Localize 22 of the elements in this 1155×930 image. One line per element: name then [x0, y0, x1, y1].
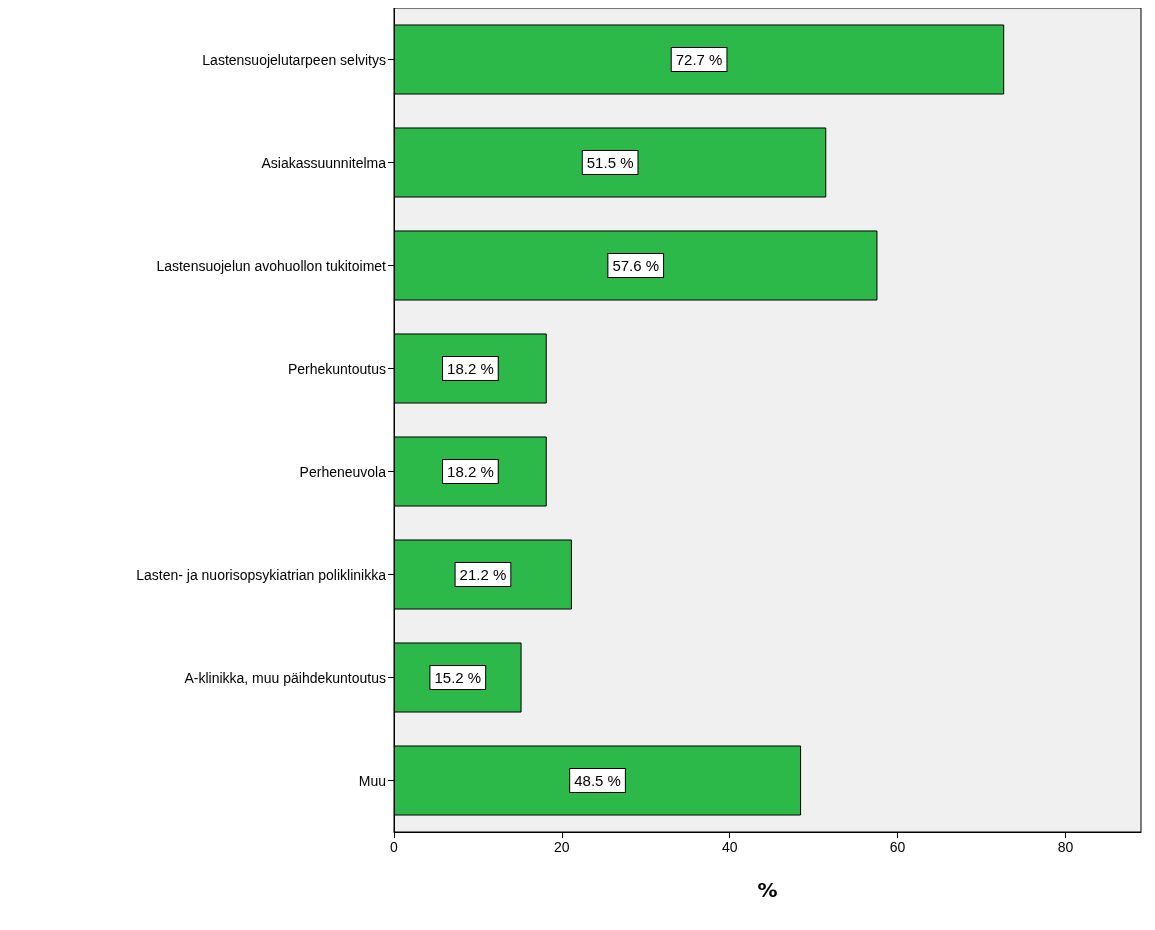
x-tick-label: 20	[554, 839, 570, 855]
x-tick-label: 80	[1057, 839, 1074, 855]
data-label: 48.5 %	[574, 772, 621, 789]
y-tick-label: Lasten- ja nuorisopsykiatrian poliklinikka	[136, 566, 387, 583]
data-label: 18.2 %	[447, 360, 494, 377]
y-tick-label: Lastensuojelun avohuollon tukitoimet	[156, 257, 387, 274]
data-label: 18.2 %	[447, 463, 494, 480]
y-tick-label: Perhekuntoutus	[287, 360, 386, 377]
x-axis-title: %	[757, 878, 778, 902]
y-tick-label: A-klinikka, muu päihdekuntoutus	[184, 669, 386, 686]
data-label: 15.2 %	[434, 669, 482, 686]
y-tick-label: Lastensuojelutarpeen selvitys	[202, 51, 386, 68]
data-label: 51.5 %	[586, 154, 634, 171]
data-label: 21.2 %	[459, 566, 507, 583]
x-tick-label: 0	[390, 839, 399, 855]
y-tick-label: Asiakassuunnitelma	[261, 154, 387, 171]
y-tick-label: Muu	[358, 772, 386, 789]
x-tick-label: 40	[721, 839, 738, 855]
data-label: 72.7 %	[675, 51, 723, 68]
y-tick-label: Perheneuvola	[299, 463, 387, 480]
data-label: 57.6 %	[612, 257, 660, 274]
x-tick-label: 60	[889, 839, 906, 855]
